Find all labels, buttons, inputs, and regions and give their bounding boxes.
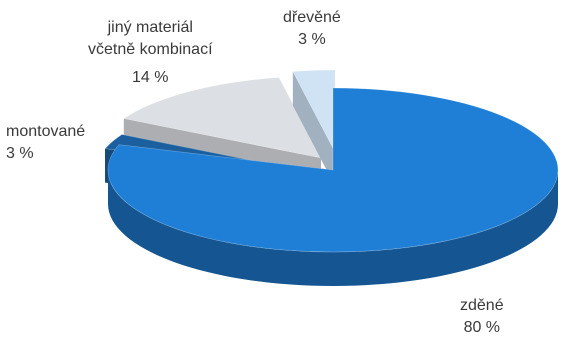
- label-jiny-material-value: 14 %: [132, 69, 169, 86]
- label-zdene-name: zděné: [460, 297, 504, 314]
- label-montovane: montované 3 %: [6, 121, 85, 165]
- slice-2-top: [123, 77, 322, 159]
- label-jiny-material-line2: včetně kombinací: [88, 41, 213, 58]
- label-drevene: dřevěné 3 %: [283, 7, 341, 51]
- label-zdene-value: 80 %: [463, 319, 501, 336]
- label-zdene: zděné 80 %: [460, 295, 504, 339]
- slice-0-rim-0: [108, 170, 558, 286]
- slice-3-wall-0: [292, 71, 335, 186]
- label-jiny-material: jiný materiál včetně kombinací 14 %: [88, 17, 213, 89]
- label-montovane-value: 3 %: [6, 145, 34, 162]
- label-drevene-value: 3 %: [298, 31, 326, 48]
- slice-0-top: [107, 87, 559, 253]
- label-drevene-name: dřevěné: [283, 9, 341, 26]
- slice-3-top: [292, 69, 336, 153]
- label-montovane-name: montované: [6, 123, 86, 140]
- label-jiny-material-line1: jiný materiál: [107, 19, 193, 36]
